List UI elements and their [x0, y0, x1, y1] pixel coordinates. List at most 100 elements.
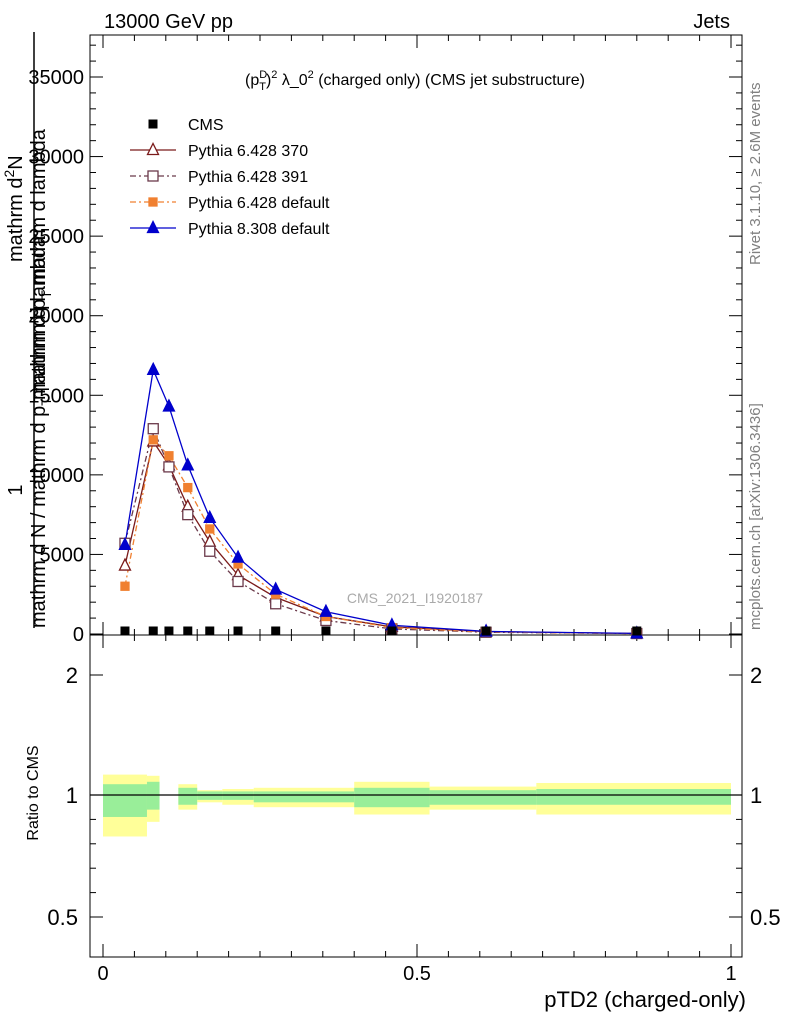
title-lambda: λ_0 — [277, 72, 307, 89]
series-point — [232, 575, 244, 588]
title-part-close: ) — [266, 72, 271, 89]
y-axis-label-one: 1 — [5, 484, 27, 495]
y-axis-label-den-a: mathrm d p — [28, 299, 50, 400]
ratio-band-inner — [429, 790, 537, 805]
cms-point — [120, 626, 130, 636]
title-sub-T: T — [259, 81, 266, 93]
cms-data-points — [120, 626, 642, 636]
legend-label: Pythia 6.428 391 — [188, 169, 308, 186]
x-tick-label: 0.5 — [403, 963, 431, 985]
y-tick-label: 30000 — [28, 147, 84, 169]
ratio-band-inner — [178, 787, 198, 805]
series-point — [203, 533, 217, 547]
series-point — [162, 398, 176, 412]
x-tick-label: 1 — [725, 963, 736, 985]
cms-point — [164, 626, 174, 636]
ratio-y-tick-label: 2 — [66, 663, 78, 688]
y-axis-label-den-sub: T — [38, 290, 54, 299]
legend-label: Pythia 6.428 370 — [188, 143, 308, 160]
title-sup-D: D — [259, 69, 267, 81]
legend-label: Pythia 6.428 default — [188, 195, 330, 212]
series-point — [181, 457, 195, 471]
legend-label: CMS — [188, 117, 224, 134]
series-point — [147, 423, 159, 435]
legend-marker — [148, 119, 158, 129]
series-line — [124, 438, 637, 635]
cms-point — [632, 626, 642, 636]
ratio-y-tick-label: 1 — [66, 783, 78, 808]
x-axis-label: pTD2 (charged-only) — [544, 987, 746, 1012]
x-tick-label: 0 — [97, 963, 108, 985]
ratio-uncertainty-bands — [103, 774, 731, 837]
cms-point — [321, 626, 331, 636]
series-point — [203, 509, 217, 523]
series-point — [270, 598, 282, 610]
plot-title: (pD T)2 λ_02 (charged only) (CMS jet subs… — [245, 69, 585, 93]
cms-point — [387, 626, 397, 636]
y-axis-label-main-sub: T — [38, 397, 54, 406]
ratio-band-inner — [146, 781, 160, 810]
series-point — [182, 508, 194, 521]
series-point — [183, 482, 193, 493]
legend-marker — [148, 197, 158, 207]
y-tick-label: 25000 — [28, 226, 84, 248]
ratio-axes: 0.5 0.5 1 1 2 2 0 0.5 1 — [47, 635, 781, 985]
ratio-band-inner — [197, 791, 223, 800]
legend-marker — [146, 142, 160, 156]
ratio-band-inner — [103, 784, 147, 817]
cms-point — [183, 626, 193, 636]
series-point — [120, 581, 130, 591]
series-point — [269, 581, 283, 595]
y-axis-label-den: mathrm d pT mathrm d lambda — [28, 128, 54, 400]
ratio-band-inner — [222, 791, 254, 800]
series-point — [146, 361, 160, 375]
ratio-band-inner — [536, 789, 731, 805]
main-axes: 0 5000 10000 15000 20000 25000 30000 35000 — [28, 35, 742, 646]
series-point — [164, 451, 174, 461]
ratio-panel-frame — [89, 634, 743, 958]
title-sup-2b: 2 — [308, 69, 314, 81]
y-axis-label-num-b: N — [5, 155, 27, 169]
series-point — [118, 536, 132, 551]
series-point — [231, 549, 245, 563]
legend-label: Pythia 8.308 default — [188, 221, 330, 238]
title-rest: (charged only) (CMS jet substructure) — [314, 72, 585, 89]
y-axis-label-num-a: mathrm d — [5, 178, 27, 262]
series-point — [148, 435, 158, 445]
y-axis-label: 1 mathrm d N / mathrm d pT mathrm d lamb… — [1, 32, 54, 628]
series-point — [204, 545, 216, 557]
y-tick-label: 10000 — [28, 465, 84, 487]
series-point — [163, 461, 175, 473]
cms-point — [271, 626, 281, 636]
analysis-watermark: CMS_2021_I1920187 — [347, 590, 483, 606]
y-axis-label-main-a: mathrm d N / mathrm d p — [28, 406, 50, 628]
legend-marker — [146, 220, 160, 234]
legend: CMS Pythia 6.428 370 Pythia 6.428 391 Pythi… — [130, 117, 330, 238]
title-sup-2a: 2 — [271, 69, 277, 81]
cms-point — [148, 626, 158, 636]
y-axis-label-num: mathrm d2N — [1, 155, 27, 262]
y-tick-label: 5000 — [40, 544, 85, 566]
ratio-y-axis-label: Ratio to CMS — [25, 745, 42, 840]
y-tick-label: 35000 — [28, 67, 84, 89]
header-left-text: 13000 GeV pp — [104, 11, 233, 33]
ratio-y-tick-label-right: 0.5 — [750, 905, 781, 930]
cms-point — [233, 626, 243, 636]
ratio-y-tick-label-right: 2 — [750, 663, 762, 688]
title-part-open: (p — [245, 72, 259, 89]
y-tick-label: 20000 — [28, 306, 84, 328]
y-tick-label: 0 — [73, 624, 84, 646]
series-point — [118, 557, 132, 571]
series-point — [319, 603, 333, 617]
series-point — [205, 524, 215, 534]
rivet-version-label: Rivet 3.1.10, ≥ 2.6M events — [747, 83, 764, 266]
y-axis-label-den-b: mathrm d lambda — [28, 128, 50, 290]
cms-point — [205, 626, 215, 636]
header-right-text: Jets — [693, 11, 730, 33]
legend-marker — [147, 170, 159, 182]
ratio-band-inner — [253, 791, 355, 803]
ratio-y-tick-label: 0.5 — [47, 905, 78, 930]
mcplots-label: mcplots.cern.ch [arXiv:1306.3436] — [747, 403, 764, 630]
ratio-y-tick-label-right: 1 — [750, 783, 762, 808]
